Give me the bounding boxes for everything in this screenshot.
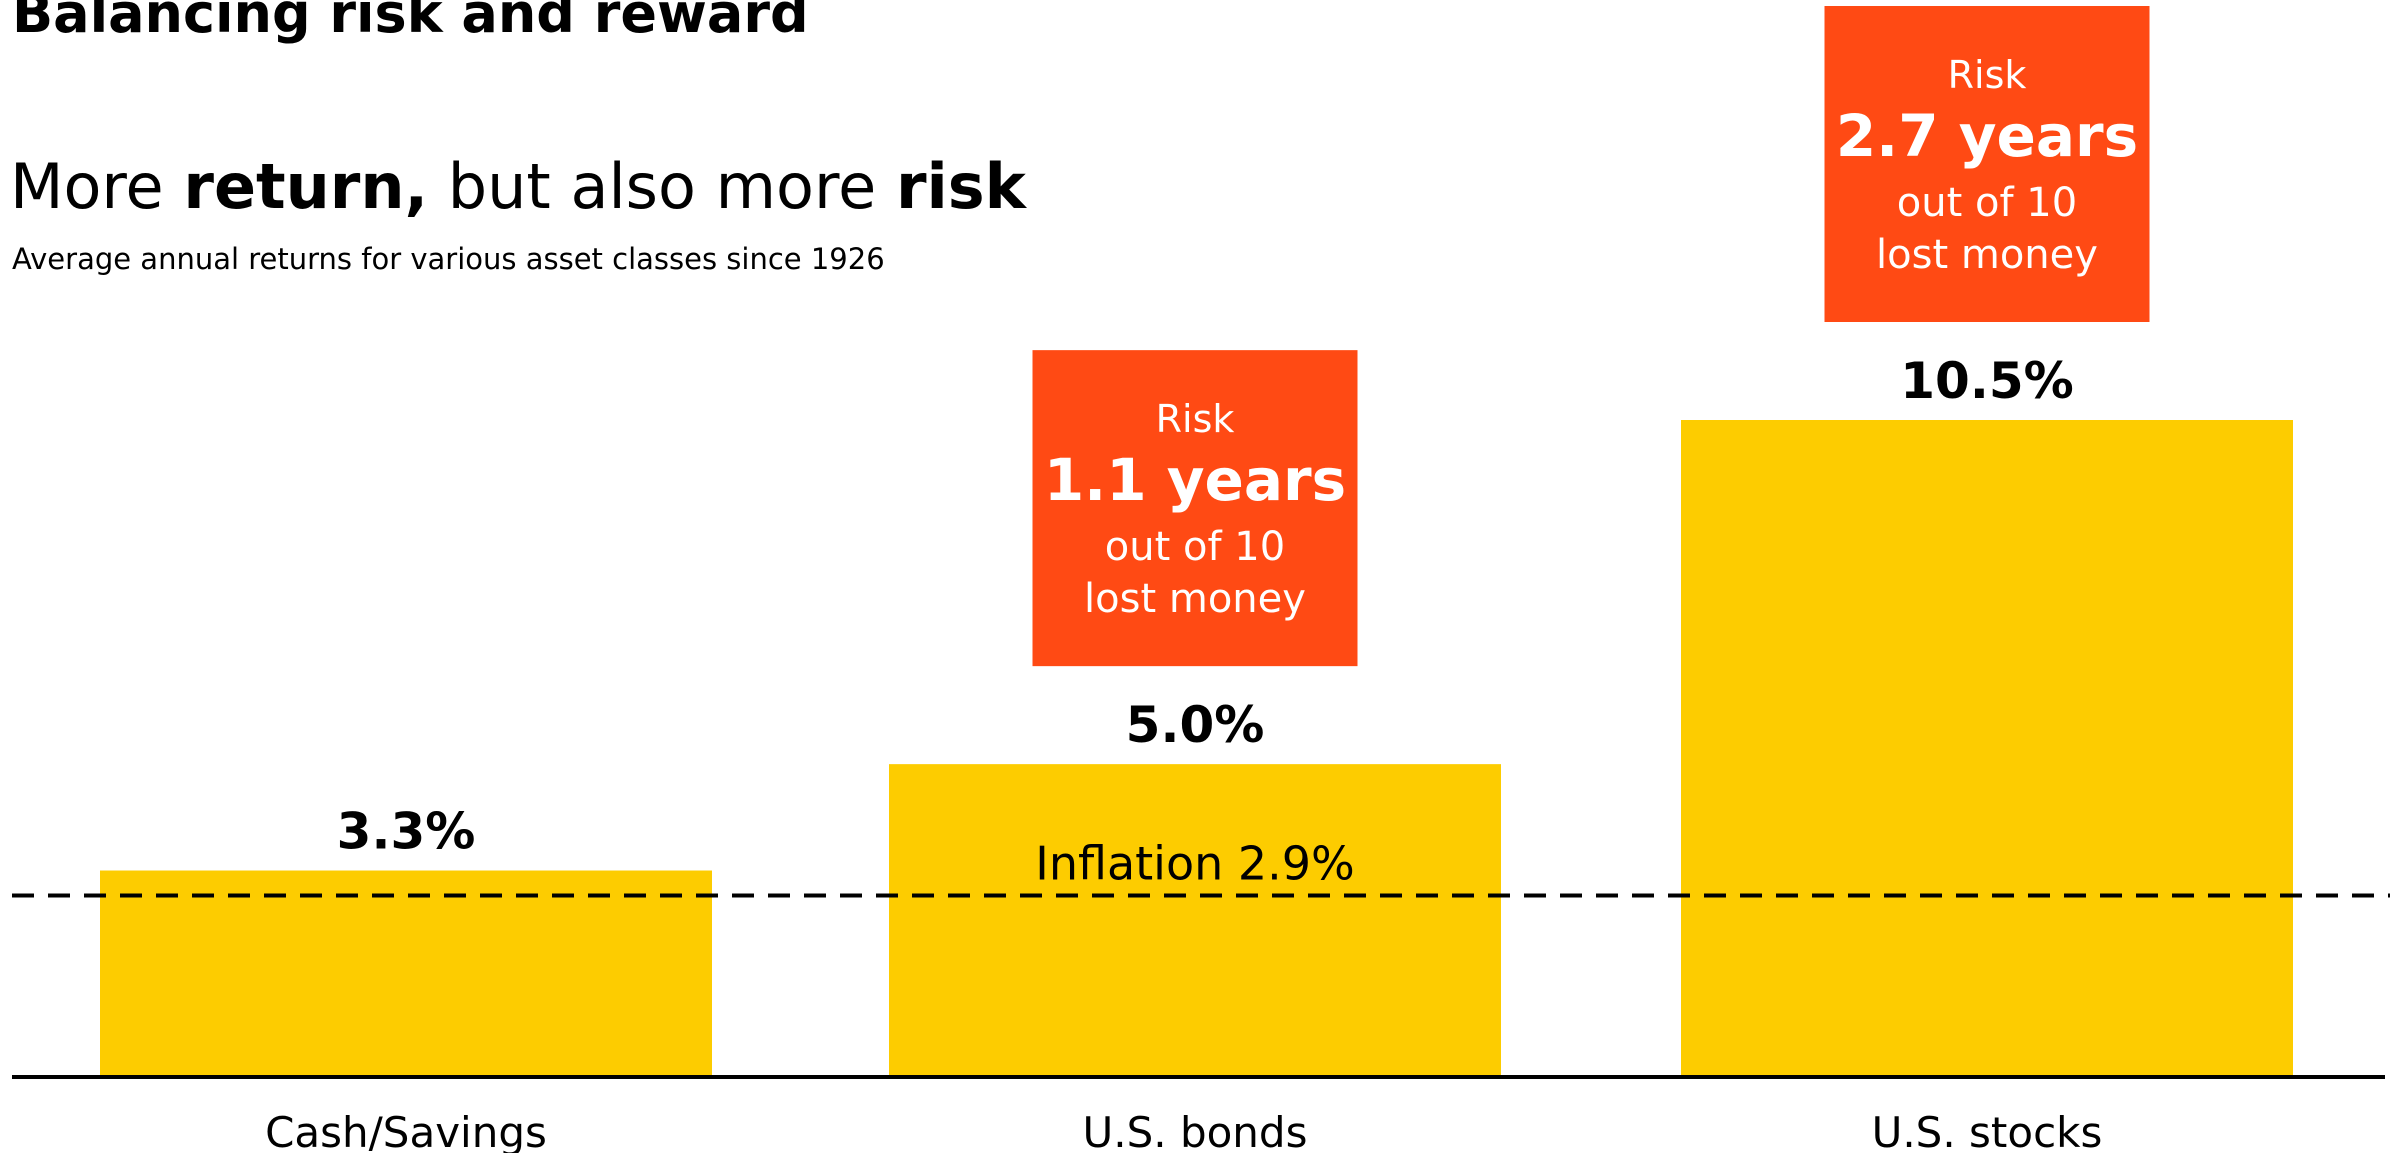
headline: More return, but also more risk [10, 150, 1026, 223]
value-label-2: 5.0% [1126, 696, 1265, 754]
headline-part-2: but also more [428, 150, 896, 223]
value-label-3: 10.5% [1900, 352, 2073, 410]
bar-1 [100, 870, 712, 1077]
category-label-3: U.S. stocks [1872, 1108, 2103, 1153]
bar-3 [1681, 420, 2293, 1077]
risk-callout-box-2 [1032, 350, 1358, 667]
chart-heading: Balancing risk and reward [12, 0, 809, 45]
category-label-2: U.S. bonds [1083, 1108, 1308, 1153]
headline-bold-return: return, [183, 150, 429, 223]
inflation-label: Inflation 2.9% [1035, 837, 1354, 891]
risk-callout-title-3: Risk [1948, 53, 2027, 97]
bar-2 [889, 764, 1501, 1077]
risk-callout-title-2: Risk [1156, 397, 1235, 441]
headline-part-1: More [10, 150, 184, 223]
category-label-1: Cash/Savings [265, 1108, 547, 1153]
risk-callout-line1-2: out of 10 [1105, 524, 1285, 570]
value-label-1: 3.3% [337, 803, 476, 861]
risk-callout-value-3: 2.7 years [1836, 102, 2138, 170]
risk-callout-line2-2: lost money [1084, 576, 1306, 622]
risk-callout-line1-3: out of 10 [1897, 180, 2077, 226]
risk-callout-line2-3: lost money [1876, 232, 2098, 278]
risk-callout-value-2: 1.1 years [1044, 446, 1346, 514]
chart-subtitle: Average annual returns for various asset… [12, 242, 885, 276]
headline-bold-risk: risk [895, 150, 1026, 223]
risk-callout-box-3 [1824, 6, 2150, 322]
